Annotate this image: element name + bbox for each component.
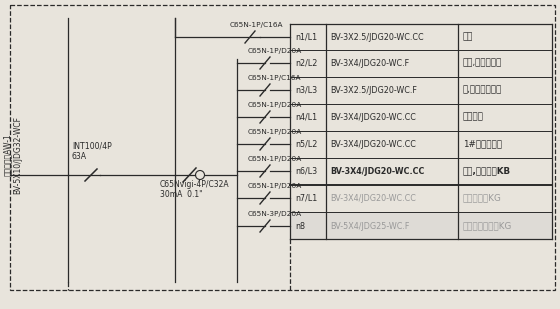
Text: C65N-1P/C16A: C65N-1P/C16A — [230, 22, 283, 28]
Text: n3/L3: n3/L3 — [295, 86, 317, 95]
Text: C65N-1P/D20A: C65N-1P/D20A — [248, 156, 302, 162]
Text: BV-3X4/JDG20-WC.CC: BV-3X4/JDG20-WC.CC — [330, 139, 416, 149]
Text: C65N-1P/D20A: C65N-1P/D20A — [248, 183, 302, 189]
Text: n7/L1: n7/L1 — [295, 193, 318, 202]
Text: C65N-3P/D20A: C65N-3P/D20A — [248, 211, 302, 217]
Text: 车库,洗衣房插座: 车库,洗衣房插座 — [463, 58, 502, 67]
Text: BV-5X4/JDG25-WC.F: BV-5X4/JDG25-WC.F — [330, 222, 409, 231]
Text: BV-3X4/JDG20-WC.CC: BV-3X4/JDG20-WC.CC — [330, 167, 424, 176]
Text: 厨房插座: 厨房插座 — [463, 112, 484, 121]
Text: n5/L2: n5/L2 — [295, 139, 318, 149]
Text: 客房,卧室空调KB: 客房,卧室空调KB — [463, 167, 511, 176]
Text: C65N-1P/D20A: C65N-1P/D20A — [248, 129, 302, 135]
Text: C65N-1P/C16A: C65N-1P/C16A — [248, 75, 301, 81]
Text: n6/L3: n6/L3 — [295, 167, 317, 176]
Text: BV-3X2.5/JDG20-WC.CC: BV-3X2.5/JDG20-WC.CC — [330, 32, 423, 41]
Text: C65N-1P/D20A: C65N-1P/D20A — [248, 102, 302, 108]
Text: n2/L2: n2/L2 — [295, 58, 318, 67]
Text: n1/L1: n1/L1 — [295, 32, 317, 41]
Text: 全客室三相空调KG: 全客室三相空调KG — [463, 222, 512, 231]
Text: 南,西侧普通插座: 南,西侧普通插座 — [463, 86, 502, 95]
Text: n8: n8 — [295, 222, 305, 231]
Text: BV-3X2.5/JDG20-WC.F: BV-3X2.5/JDG20-WC.F — [330, 86, 417, 95]
Text: BV-5X10/JDG32-WCF: BV-5X10/JDG32-WCF — [13, 116, 22, 194]
Text: 1#卫生间插座: 1#卫生间插座 — [463, 139, 502, 149]
Text: BV-3X4/JDG20-WC.CC: BV-3X4/JDG20-WC.CC — [330, 112, 416, 121]
Text: BV-3X4/JDG20-WC.CC: BV-3X4/JDG20-WC.CC — [330, 193, 416, 202]
Text: INT100/4P
63A: INT100/4P 63A — [72, 142, 112, 161]
Text: C65Nvigi-4P/C32A
30mA  0.1": C65Nvigi-4P/C32A 30mA 0.1" — [160, 180, 230, 199]
Text: 起居室空调KG: 起居室空调KG — [463, 193, 502, 202]
Text: 照明: 照明 — [463, 32, 474, 41]
Text: n4/L1: n4/L1 — [295, 112, 317, 121]
Bar — [290, 212, 552, 239]
Text: 列自电表箱AW-1: 列自电表箱AW-1 — [2, 133, 12, 176]
Text: BV-3X4/JDG20-WC.F: BV-3X4/JDG20-WC.F — [330, 58, 409, 67]
Text: C65N-1P/D20A: C65N-1P/D20A — [248, 48, 302, 54]
